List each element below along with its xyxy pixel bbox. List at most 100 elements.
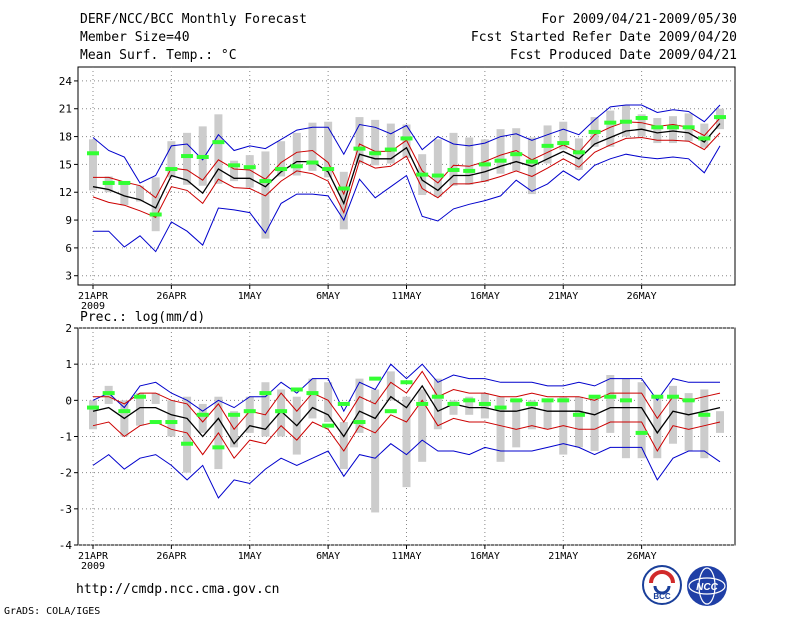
ensemble-box (433, 378, 442, 430)
observed-marker (228, 412, 241, 417)
member-size: Member Size=40 (80, 30, 190, 45)
ensemble-box (261, 151, 270, 239)
x-tick-label: 26MAY (627, 551, 657, 562)
observed-marker (259, 179, 272, 184)
ensemble-box (543, 400, 552, 430)
observed-marker (431, 173, 444, 178)
temp-panel-title: Mean Surf. Temp.: °C (80, 48, 237, 63)
source-url[interactable]: http://cmdp.ncc.cma.gov.cn (76, 582, 280, 597)
x-tick-label: 11MAY (391, 291, 421, 302)
ensemble-box (590, 396, 599, 451)
observed-marker (635, 116, 648, 121)
ensemble-box (700, 389, 709, 459)
forecast-period: For 2009/04/21-2009/05/30 (541, 12, 737, 27)
y-tick-label: 1 (65, 358, 72, 371)
observed-marker (102, 180, 115, 185)
y-tick-label: 9 (65, 214, 72, 227)
ensemble-box (621, 378, 630, 459)
ensemble-box (183, 132, 192, 185)
observed-marker (369, 376, 382, 381)
max-line (92, 363, 720, 413)
ensemble-box (339, 171, 348, 230)
observed-marker (149, 420, 162, 425)
observed-marker (494, 405, 507, 410)
ensemble-box (230, 160, 239, 182)
ensemble-box (214, 114, 223, 184)
ensemble-box (245, 396, 254, 433)
y-tick-label: 15 (59, 158, 72, 171)
y-tick-label: 2 (65, 322, 72, 335)
ensemble-box (167, 400, 176, 437)
observed-marker (651, 125, 664, 130)
ensemble-box (512, 128, 521, 171)
bcc-logo: BCC (642, 565, 682, 605)
ensemble-box (559, 121, 568, 150)
produced-date: Fcst Produced Date 2009/04/21 (510, 48, 737, 63)
bcc-logo-text: BCC (653, 592, 671, 601)
observed-marker (353, 420, 366, 425)
y-tick-label: -1 (59, 431, 72, 444)
y-tick-label: -3 (59, 503, 72, 516)
ensemble-box (183, 396, 192, 473)
ensemble-box (668, 116, 677, 144)
ensemble-box (136, 185, 145, 202)
observed-marker (369, 151, 382, 156)
x-tick-label: 21APR (78, 551, 109, 562)
max-line (92, 104, 721, 184)
observed-marker (463, 168, 476, 173)
ensemble-box (653, 396, 662, 459)
ncc-logo: NCC (687, 566, 727, 606)
ensemble-box (277, 141, 286, 177)
observed-marker (275, 167, 288, 172)
observed-marker (102, 391, 115, 396)
ensemble-box (167, 141, 176, 178)
x-tick-label: 21MAY (548, 551, 578, 562)
ensemble-mean-line (92, 123, 721, 209)
observed-marker (525, 401, 538, 406)
ensemble-box (371, 389, 380, 513)
ensemble-box (480, 139, 489, 183)
ensemble-box (449, 132, 458, 186)
observed-marker (165, 167, 178, 172)
ensemble-box (386, 123, 395, 164)
x-tick-label: 26APR (156, 551, 187, 562)
year-label: 2009 (81, 561, 105, 572)
ensemble-box (496, 396, 505, 462)
observed-marker (682, 125, 695, 130)
observed-marker (447, 401, 460, 406)
ensemble-box (292, 132, 301, 176)
observed-marker (478, 401, 491, 406)
observed-marker (87, 151, 99, 156)
ensemble-box (89, 139, 97, 191)
observed-marker (243, 165, 256, 170)
y-tick-label: 12 (59, 186, 72, 199)
refer-date: Fcst Started Refer Date 2009/04/20 (470, 30, 737, 45)
x-tick-label: 6MAY (316, 551, 340, 562)
observed-marker (541, 143, 554, 148)
observed-marker (557, 398, 570, 403)
observed-marker (275, 409, 288, 414)
ensemble-box (402, 396, 411, 488)
observed-marker (400, 136, 413, 141)
x-tick-label: 21APR (78, 291, 109, 302)
ensemble-box (637, 114, 646, 137)
observed-marker (322, 167, 335, 172)
y-tick-label: 18 (59, 131, 72, 144)
ncc-logo-text: NCC (696, 582, 718, 593)
ensemble-box (151, 393, 160, 404)
ensemble-box (653, 118, 662, 144)
ensemble-box (496, 129, 505, 174)
observed-marker (588, 129, 601, 134)
observed-marker (134, 394, 147, 399)
observed-marker (322, 423, 335, 428)
observed-marker (306, 160, 319, 165)
ensemble-box (261, 382, 270, 437)
observed-marker (228, 163, 241, 168)
y-tick-label: 21 (59, 103, 72, 116)
ensemble-box (637, 382, 646, 459)
y-tick-label: -4 (59, 539, 73, 552)
observed-marker (619, 398, 632, 403)
observed-marker (87, 405, 99, 410)
observed-marker (510, 398, 523, 403)
